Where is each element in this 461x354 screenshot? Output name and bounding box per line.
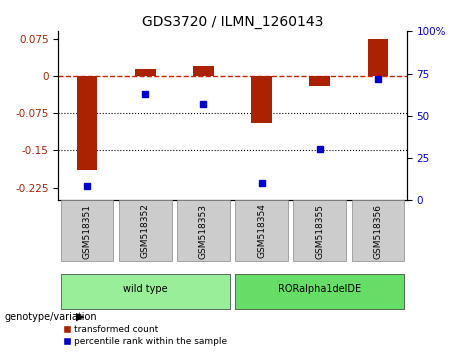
Bar	[193, 66, 213, 76]
Bar	[309, 76, 330, 86]
Bar	[251, 76, 272, 123]
Text: genotype/variation: genotype/variation	[5, 312, 97, 322]
Text: GSM518354: GSM518354	[257, 204, 266, 258]
Bar	[367, 39, 388, 76]
Text: ▶: ▶	[76, 312, 84, 322]
Text: GSM518355: GSM518355	[315, 204, 324, 258]
Text: GSM518353: GSM518353	[199, 204, 208, 258]
FancyBboxPatch shape	[61, 274, 230, 309]
Text: GSM518352: GSM518352	[141, 204, 150, 258]
Text: wild type: wild type	[123, 285, 168, 295]
FancyBboxPatch shape	[236, 274, 404, 309]
Bar	[77, 76, 97, 170]
FancyBboxPatch shape	[236, 200, 288, 261]
FancyBboxPatch shape	[294, 200, 346, 261]
Legend: transformed count, percentile rank within the sample: transformed count, percentile rank withi…	[60, 321, 231, 349]
FancyBboxPatch shape	[352, 200, 404, 261]
Text: GSM518351: GSM518351	[83, 204, 92, 258]
Text: RORalpha1delDE: RORalpha1delDE	[278, 285, 361, 295]
FancyBboxPatch shape	[61, 200, 113, 261]
Bar	[135, 69, 155, 76]
Text: GSM518356: GSM518356	[373, 204, 382, 258]
Title: GDS3720 / ILMN_1260143: GDS3720 / ILMN_1260143	[142, 15, 323, 29]
FancyBboxPatch shape	[177, 200, 230, 261]
FancyBboxPatch shape	[119, 200, 171, 261]
